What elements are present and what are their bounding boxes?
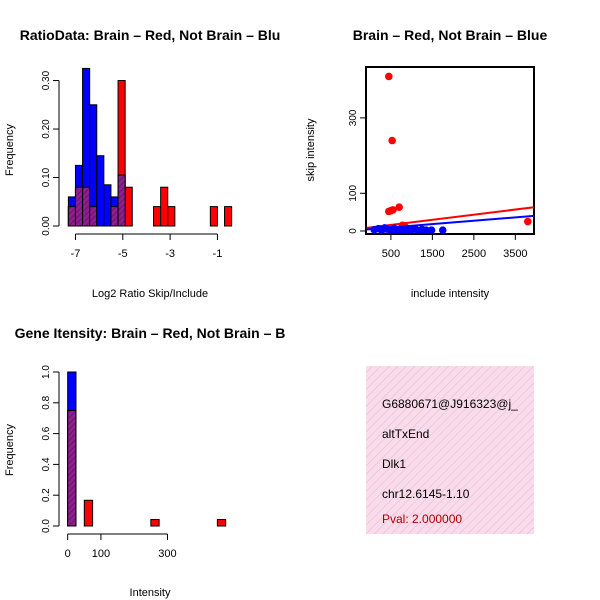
y-tick-label: 0.00 bbox=[41, 216, 52, 236]
brain-bar bbox=[216, 519, 227, 527]
ratio-histogram-panel: RatioData: Brain – Red, Not Brain – Blu … bbox=[4, 27, 280, 300]
brain-bar bbox=[150, 519, 160, 527]
brain-point bbox=[385, 72, 393, 81]
intensity-histogram-axes: 0 100 300 0.0 0.2 0.4 0.6 0.8 1.0 bbox=[41, 365, 177, 560]
y-tick-label: 0.0 bbox=[41, 519, 52, 533]
overlap-bar bbox=[67, 410, 77, 527]
overlap-bar bbox=[89, 206, 98, 227]
scatter-ylabel: skip intensity bbox=[305, 118, 317, 181]
scatter-marks bbox=[365, 72, 535, 235]
scatter-xlabel: include intensity bbox=[411, 288, 490, 300]
y-tick-label: 0.2 bbox=[41, 488, 52, 502]
x-tick-label: 3500 bbox=[503, 248, 527, 260]
x-tick-label: -7 bbox=[71, 248, 81, 260]
brain-point bbox=[389, 206, 397, 214]
x-tick-label: -3 bbox=[165, 248, 175, 260]
ratio-histogram-axes: -7 -5 -3 -1 0.00 0.10 0.20 0.30 bbox=[41, 70, 222, 260]
x-tick-label: 300 bbox=[158, 548, 176, 560]
ratio-histogram-xlabel: Log2 Ratio Skip/Include bbox=[92, 288, 208, 300]
x-tick-label: -1 bbox=[213, 248, 223, 260]
info-gene-id: G6880671@J916323@j_ bbox=[382, 397, 518, 411]
y-tick-label: 0.20 bbox=[41, 119, 52, 139]
x-tick-label: 500 bbox=[382, 248, 400, 260]
overlap-bar bbox=[82, 186, 91, 227]
info-box-panel: G6880671@J916323@j_ altTxEnd Dlk1 chr12.… bbox=[366, 366, 534, 534]
intensity-histogram-xlabel: Intensity bbox=[130, 587, 171, 599]
brain-bar bbox=[160, 186, 169, 227]
intensity-histogram-title: Gene Itensity: Brain – Red, Not Brain – … bbox=[15, 325, 286, 341]
intensity-scatter-panel: Brain – Red, Not Brain – Blue 500 1500 250… bbox=[305, 27, 547, 300]
info-location: chr12.6145-1.10 bbox=[382, 487, 470, 501]
intensity-histogram-panel: Gene Itensity: Brain – Red, Not Brain – … bbox=[4, 325, 285, 599]
brain-bar bbox=[83, 499, 94, 527]
x-tick-label: 1500 bbox=[420, 248, 444, 260]
scatter-title: Brain – Red, Not Brain – Blue bbox=[353, 27, 548, 43]
x-tick-label: -5 bbox=[118, 248, 128, 260]
x-tick-label: 0 bbox=[65, 548, 71, 560]
info-box-background bbox=[366, 366, 534, 534]
brain-bar bbox=[153, 206, 162, 227]
info-gene-symbol: Dlk1 bbox=[382, 457, 406, 471]
intensity-histogram-ylabel: Frequency bbox=[4, 424, 16, 476]
y-tick-label: 300 bbox=[348, 109, 359, 126]
overlap-bar bbox=[74, 186, 84, 227]
info-event-type: altTxEnd bbox=[382, 427, 429, 441]
x-tick-label: 100 bbox=[92, 548, 110, 560]
not-brain-bar bbox=[103, 184, 112, 227]
ratio-histogram-title: RatioData: Brain – Red, Not Brain – Blu bbox=[20, 27, 281, 43]
y-tick-label: 100 bbox=[348, 185, 359, 202]
intensity-histogram-bars bbox=[67, 371, 227, 527]
brain-fit-line bbox=[365, 206, 535, 229]
brain-bar bbox=[209, 206, 218, 227]
ratio-histogram-bars bbox=[67, 67, 233, 227]
y-tick-label: 0.30 bbox=[41, 70, 52, 90]
not-brain-point bbox=[422, 226, 430, 235]
overlap-bar bbox=[110, 206, 119, 227]
y-tick-label: 0.4 bbox=[41, 457, 52, 471]
brain-bar bbox=[224, 206, 233, 227]
not-brain-fit-line bbox=[365, 214, 535, 231]
y-tick-label: 0 bbox=[348, 228, 359, 234]
brain-bar bbox=[124, 186, 133, 227]
not-brain-point bbox=[427, 226, 436, 235]
ratio-histogram-ylabel: Frequency bbox=[4, 124, 16, 176]
overlap-bar bbox=[67, 206, 76, 227]
brain-point bbox=[388, 136, 396, 145]
y-tick-label: 0.10 bbox=[41, 167, 52, 187]
scatter-axes: 500 1500 2500 3500 0 100 300 bbox=[348, 109, 528, 260]
not-brain-bar bbox=[96, 155, 105, 227]
y-tick-label: 1.0 bbox=[41, 365, 52, 379]
y-tick-label: 0.8 bbox=[41, 395, 52, 409]
brain-bar bbox=[167, 206, 176, 227]
brain-point bbox=[395, 203, 403, 212]
x-tick-label: 2500 bbox=[462, 248, 486, 260]
not-brain-point bbox=[438, 226, 447, 235]
overlap-bar bbox=[117, 174, 126, 227]
info-pval: Pval: 2.000000 bbox=[382, 512, 462, 526]
brain-point bbox=[523, 217, 532, 226]
y-tick-label: 0.6 bbox=[41, 426, 52, 440]
